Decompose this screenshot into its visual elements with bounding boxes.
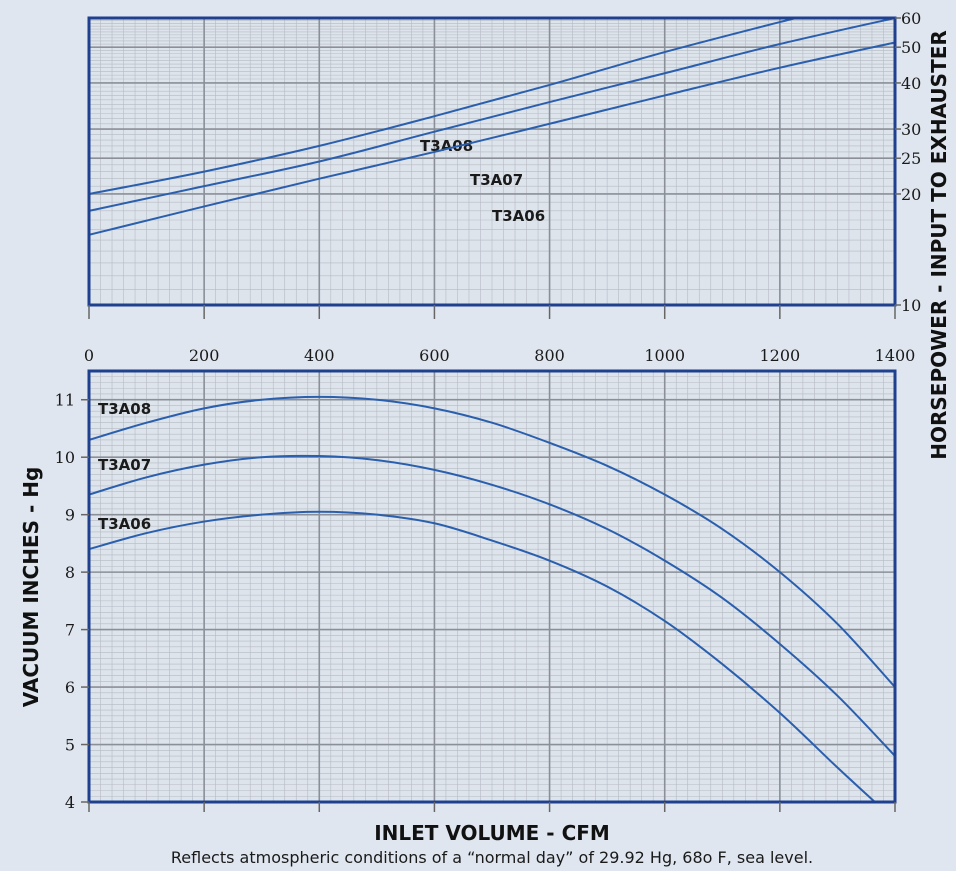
horsepower-series-line-t3a08 [88,17,798,195]
vacuum-frame [87,369,897,804]
x-tick-label: 1200 [759,346,800,365]
horsepower-y-tick-label: 60 [901,9,921,28]
x-tick-label: 800 [534,346,565,365]
footnote: Reflects atmospheric conditions of a “no… [171,848,813,867]
horsepower-series-line-t3a06 [88,41,896,236]
horsepower-axis-title: HORSEPOWER - INPUT TO EXHAUSTER [927,30,951,460]
vacuum-y-tick-label: 10 [55,448,75,467]
vacuum-series-line-t3a06 [88,510,876,803]
horsepower-y-tick-label: 20 [901,185,921,204]
x-tick-label: 200 [189,346,220,365]
horsepower-y-tick-label: 30 [901,120,921,139]
vacuum-axis-title: VACUUM INCHES - Hg [19,467,43,708]
x-tick-label: 0 [84,346,94,365]
vacuum-y-tick-label: 11 [55,391,75,410]
vacuum-panel: T3A08 T3A07 T3A06 4 5 6 7 8 9 10 11 VACUUM INCHES -… [19,369,897,845]
horsepower-series-label-t3a07: T3A07 [470,171,523,189]
vacuum-y-tick-label: 8 [65,563,75,582]
horsepower-frame [87,16,897,307]
vacuum-series-line-t3a07 [88,454,896,757]
x-tick-label: 1000 [644,346,685,365]
horsepower-series-label-t3a06: T3A06 [492,207,545,225]
vacuum-series-label-t3a08: T3A08 [98,400,151,418]
horsepower-series-line-t3a07 [88,17,896,212]
vacuum-y-tick-label: 7 [65,621,75,640]
horsepower-y-tick-label: 50 [901,38,921,57]
vacuum-y-tick-label: 5 [65,736,75,755]
horsepower-y-tick-label: 25 [901,149,921,168]
vacuum-series-line-t3a08 [88,395,896,688]
x-tick-label: 1400 [875,346,916,365]
x-axis-title: INLET VOLUME - CFM [374,821,610,845]
x-tick-label: 400 [304,346,335,365]
vacuum-y-tick-label: 6 [65,678,75,697]
x-tick-label: 600 [419,346,450,365]
horsepower-y-tick-label: 40 [901,74,921,93]
vacuum-y-tick-label: 4 [65,793,75,812]
vacuum-series-label-t3a07: T3A07 [98,456,151,474]
vacuum-series-label-t3a06: T3A06 [98,515,151,533]
horsepower-y-tick-label: 10 [901,296,921,315]
vacuum-y-tick-label: 9 [65,506,75,525]
horsepower-series-label-t3a08: T3A08 [420,137,473,155]
